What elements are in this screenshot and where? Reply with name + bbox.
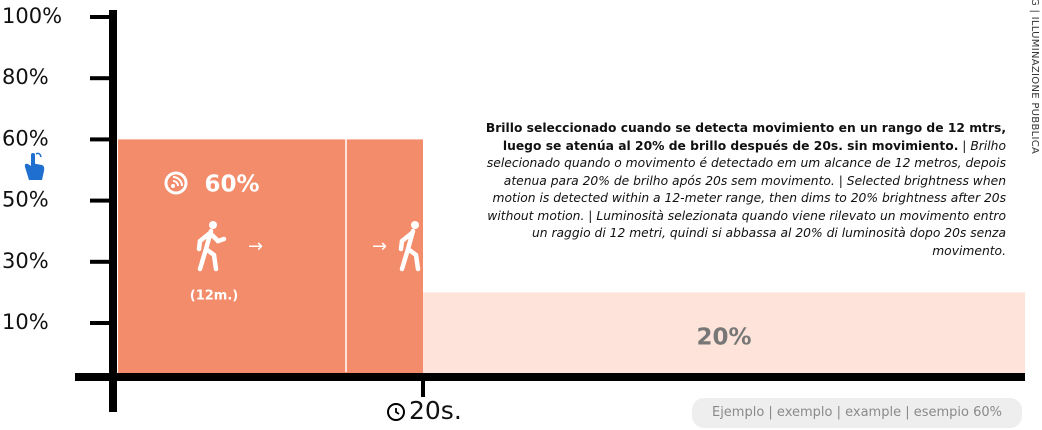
value-label: 60% [204, 172, 259, 198]
y-tick-label: 100% [2, 4, 62, 28]
arrow: → [372, 236, 387, 257]
annotation: (12m.) [190, 289, 238, 304]
value-label: 20% [696, 325, 751, 351]
y-tick [90, 137, 112, 142]
y-tick [90, 15, 112, 19]
footnote: Ejemplo | exemplo | example | esempio 60… [692, 398, 1022, 428]
y-tick [90, 321, 112, 325]
description-italic: | Brilho selecionado quando o movimento … [486, 138, 1006, 258]
y-axis [109, 10, 117, 412]
description: Brillo seleccionado cuando se detecta mo… [470, 120, 1006, 260]
y-tick-label: 80% [2, 65, 49, 89]
arrow: → [248, 236, 263, 257]
y-tick-label: 30% [2, 249, 49, 273]
segment [423, 292, 1025, 373]
y-tick-label: 60% [2, 126, 49, 150]
walker-icon [196, 221, 227, 272]
y-tick [90, 198, 112, 203]
y-tick-label: 50% [2, 188, 49, 212]
sensor-icon [164, 171, 188, 195]
y-tick [90, 76, 112, 81]
side-label: G | ILLUMINAZIONE PUBBLICA [1029, 0, 1040, 155]
description-bold: Brillo seleccionado cuando se detecta mo… [485, 121, 1006, 153]
x-tick-label: 20s. [409, 396, 462, 425]
bars [118, 139, 1025, 373]
walker-icon [398, 221, 421, 272]
x-tick [421, 377, 425, 397]
x-axis [75, 373, 1025, 381]
y-tick-label: 10% [2, 310, 49, 334]
y-tick [90, 259, 112, 264]
clock-icon [387, 403, 405, 421]
hand-icon [24, 152, 45, 180]
